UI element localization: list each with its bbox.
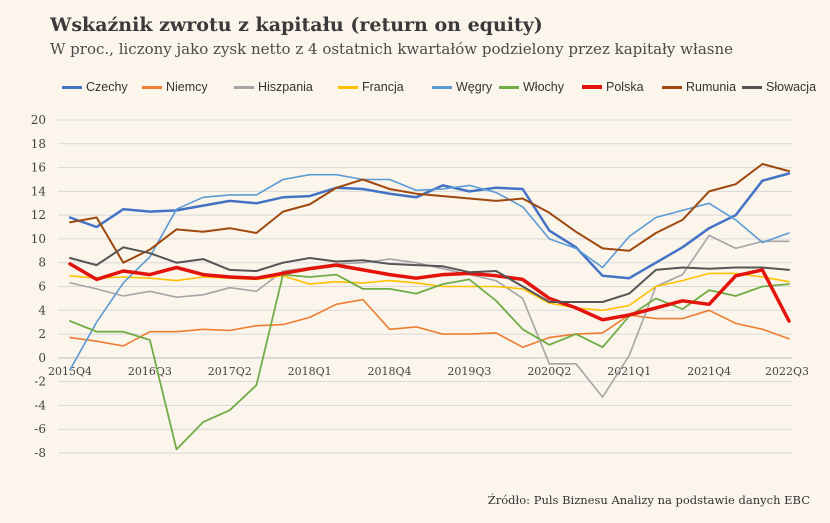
legend-label: Hiszpania [258,80,313,94]
series-line-rumunia [69,163,790,264]
series-lines [68,163,791,451]
series-line-hiszpania [69,234,790,398]
x-tick-label: 2018Q4 [368,365,412,378]
y-tick-label: 10 [31,232,46,246]
legend: Czechy Niemcy Hiszpania Francja Węgry Włochy P… [62,80,822,98]
legend-item: Niemcy [142,80,208,94]
x-tick-label: 2021Q1 [607,365,651,378]
legend-label: Polska [606,80,644,94]
y-tick-label: 2 [38,327,46,341]
legend-item: Francja [338,80,404,94]
source-note: Źródło: Puls Biznesu Analizy na podstawi… [487,493,810,507]
x-axis-tick-labels: 2015Q4 2016Q3 2017Q2 2018Q1 2018Q4 2019Q3 2020… [48,365,809,378]
x-tick-label: 2015Q4 [48,365,92,378]
series-line-czechy [68,172,791,280]
legend-swatch [662,85,682,89]
legend-swatch [338,85,358,89]
y-tick-label: -2 [34,375,46,389]
series-line-francja [69,272,790,312]
y-tick-label: 4 [38,303,46,317]
legend-item: Hiszpania [234,80,313,94]
x-tick-label: 2021Q4 [687,365,731,378]
x-tick-label: 2019Q3 [447,365,491,378]
legend-item: Słowacja [742,80,816,94]
y-tick-label: -8 [34,446,46,460]
legend-swatch [432,85,452,89]
legend-swatch [499,85,519,89]
legend-item: Czechy [62,80,128,94]
gridlines [58,119,792,454]
y-tick-label: 6 [38,280,46,294]
x-tick-label: 2018Q1 [288,365,332,378]
y-tick-label: 14 [31,184,47,198]
chart-subtitle: W proc., liczony jako zysk netto z 4 ost… [50,40,733,58]
chart-title: Wskaźnik zwrotu z kapitału (return on eq… [50,14,543,36]
legend-label: Francja [362,80,404,94]
y-axis-tick-labels: -8 -6 -4 -2 0 2 4 6 8 10 12 14 16 18 20 [31,113,47,460]
legend-swatch [62,85,82,89]
legend-item: Węgry [432,80,492,94]
x-tick-label: 2017Q2 [208,365,252,378]
legend-label: Czechy [86,80,128,94]
legend-item: Włochy [499,80,564,94]
y-tick-label: 18 [31,137,46,151]
legend-swatch [234,85,254,89]
series-line-węgry [69,173,790,371]
legend-swatch [142,85,162,89]
x-tick-label: 2020Q2 [527,365,571,378]
x-tick-label: 2022Q3 [765,365,809,378]
legend-label: Słowacja [766,80,817,94]
x-tick-label: 2016Q3 [128,365,172,378]
legend-item: Rumunia [662,80,736,94]
y-tick-label: -4 [34,398,46,412]
series-line-słowacja [69,246,790,303]
legend-label: Niemcy [166,80,208,94]
legend-label: Węgry [456,80,493,94]
y-tick-label: -6 [34,422,46,436]
y-tick-label: 12 [31,208,46,222]
legend-item: Polska [582,80,644,94]
y-tick-label: 0 [38,351,46,365]
legend-label: Włochy [523,80,564,94]
y-tick-label: 16 [31,161,46,175]
y-tick-label: 8 [38,256,46,270]
series-line-niemcy [69,298,790,349]
legend-label: Rumunia [686,80,737,94]
legend-swatch [582,85,602,89]
series-line-polska [68,262,791,323]
y-tick-label: 20 [31,113,46,127]
legend-swatch [742,85,762,89]
